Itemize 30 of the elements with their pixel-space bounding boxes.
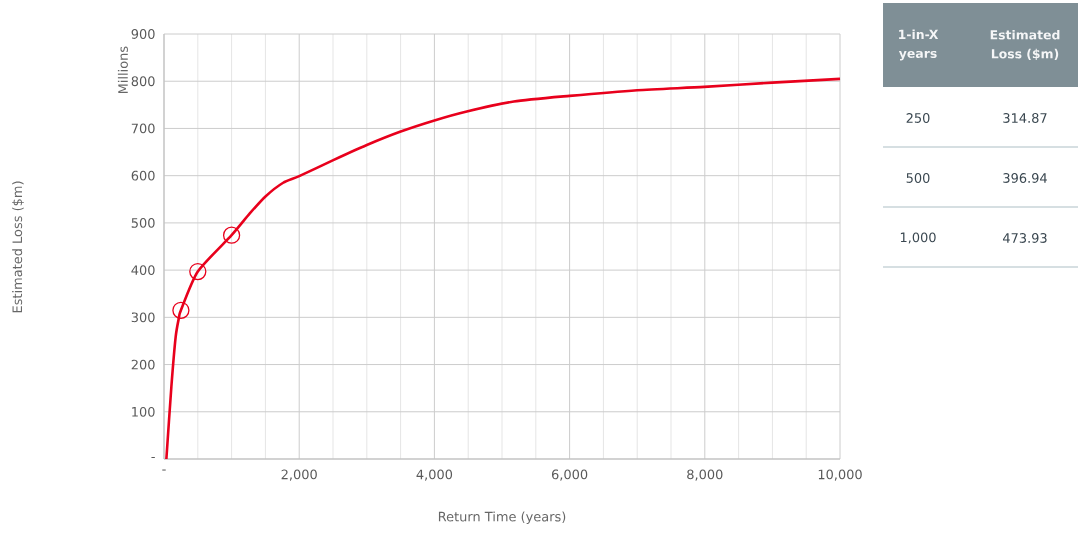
y-tick-label: 800: [131, 76, 155, 87]
y-tick-label: 900: [131, 29, 155, 39]
y-tick-label: 300: [131, 312, 155, 323]
text: Estimated Loss ($m): [990, 29, 1060, 61]
x-tick-label: 2,000: [281, 469, 317, 481]
data-label: 396.94: [1003, 173, 1047, 183]
y-tick-label: 700: [131, 123, 155, 134]
data-label: 314.87: [1003, 113, 1047, 123]
y-axis-title: Millions: [117, 46, 128, 94]
category-label: 1,000: [900, 232, 936, 244]
category-label: 250: [906, 113, 930, 123]
y-tick-label: 400: [131, 265, 155, 276]
category-label: 500: [906, 173, 930, 183]
data-label: 473.93: [1002, 233, 1047, 243]
x-tick-label: -: [162, 469, 166, 471]
point: [172, 301, 190, 319]
x-tick-label: 8,000: [687, 469, 723, 481]
x-tick-label: 4,000: [416, 469, 453, 481]
y-tick-label: 100: [132, 406, 155, 417]
y-tick-label: -: [151, 456, 155, 458]
x-tick-label: 10,000: [818, 469, 862, 481]
x-tick-label: 6,000: [551, 469, 588, 481]
y-tick-label: 200: [131, 359, 155, 370]
text: Estimated Loss ($m): [12, 181, 24, 313]
point: [222, 226, 241, 244]
x-axis-title: Return Time (years): [438, 511, 566, 524]
y-tick-label: 500: [131, 217, 155, 228]
text: 1-in-X years: [898, 29, 939, 61]
point: [189, 262, 207, 281]
y-tick-label: 600: [131, 170, 155, 181]
